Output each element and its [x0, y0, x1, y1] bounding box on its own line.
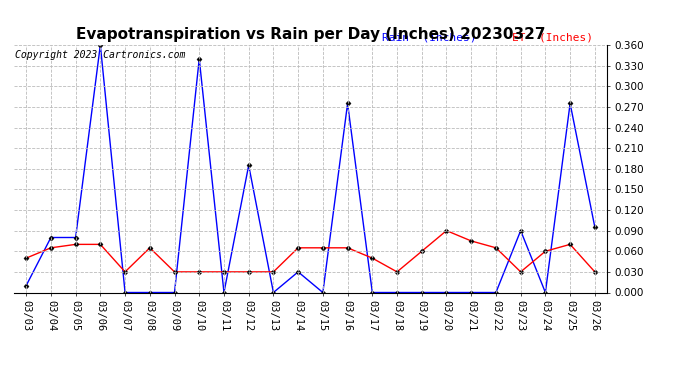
- Text: Copyright 2023 Cartronics.com: Copyright 2023 Cartronics.com: [15, 50, 186, 60]
- Rain  (Inches): [96, 43, 104, 47]
- Rain  (Inches): [319, 290, 327, 295]
- ET  (Inches): [517, 270, 525, 274]
- Rain  (Inches): [442, 290, 451, 295]
- Rain  (Inches): [517, 228, 525, 233]
- ET  (Inches): [492, 246, 500, 250]
- ET  (Inches): [344, 246, 352, 250]
- ET  (Inches): [220, 270, 228, 274]
- Rain  (Inches): [195, 57, 204, 61]
- Rain  (Inches): [72, 235, 80, 240]
- ET  (Inches): [146, 246, 154, 250]
- ET  (Inches): [294, 246, 302, 250]
- ET  (Inches): [72, 242, 80, 247]
- Rain  (Inches): [393, 290, 401, 295]
- Rain  (Inches): [121, 290, 129, 295]
- ET  (Inches): [591, 270, 599, 274]
- Rain  (Inches): [22, 284, 30, 288]
- Rain  (Inches): [47, 235, 55, 240]
- Rain  (Inches): [269, 290, 277, 295]
- ET  (Inches): [393, 270, 401, 274]
- Rain  (Inches): [244, 163, 253, 168]
- ET  (Inches): [269, 270, 277, 274]
- ET  (Inches): [170, 270, 179, 274]
- Rain  (Inches): [467, 290, 475, 295]
- ET  (Inches): [417, 249, 426, 254]
- Rain  (Inches): [591, 225, 599, 230]
- Line: Rain  (Inches): Rain (Inches): [24, 43, 597, 294]
- ET  (Inches): [244, 270, 253, 274]
- ET  (Inches): [96, 242, 104, 247]
- ET  (Inches): [195, 270, 204, 274]
- ET  (Inches): [368, 256, 377, 260]
- Text: ET  (Inches): ET (Inches): [512, 33, 593, 42]
- Rain  (Inches): [344, 101, 352, 106]
- Rain  (Inches): [220, 290, 228, 295]
- ET  (Inches): [319, 246, 327, 250]
- Rain  (Inches): [492, 290, 500, 295]
- ET  (Inches): [47, 246, 55, 250]
- Rain  (Inches): [417, 290, 426, 295]
- ET  (Inches): [121, 270, 129, 274]
- Title: Evapotranspiration vs Rain per Day (Inches) 20230327: Evapotranspiration vs Rain per Day (Inch…: [76, 27, 545, 42]
- Rain  (Inches): [368, 290, 377, 295]
- Text: Rain  (Inches): Rain (Inches): [382, 33, 476, 42]
- Line: ET  (Inches): ET (Inches): [24, 229, 597, 274]
- Rain  (Inches): [541, 290, 549, 295]
- ET  (Inches): [566, 242, 574, 247]
- ET  (Inches): [442, 228, 451, 233]
- ET  (Inches): [22, 256, 30, 260]
- ET  (Inches): [467, 239, 475, 243]
- Rain  (Inches): [146, 290, 154, 295]
- Rain  (Inches): [170, 290, 179, 295]
- Rain  (Inches): [294, 270, 302, 274]
- ET  (Inches): [541, 249, 549, 254]
- Rain  (Inches): [566, 101, 574, 106]
